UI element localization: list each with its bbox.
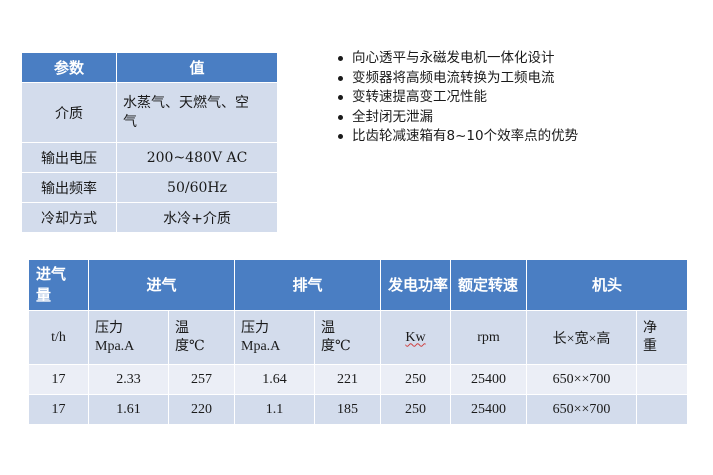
cell-exhaust-temp: 185 xyxy=(314,394,382,425)
cell-weight xyxy=(636,364,689,395)
spec-units-row: t/h 压力Mpa.A 温度℃ 压力Mpa.A 温度℃ Kw rpm 长×宽×高… xyxy=(28,310,689,365)
unit-power: Kw xyxy=(380,310,452,365)
parameter-row: 输出频率 50/60Hz xyxy=(21,172,278,203)
cell-intake-pressure: 2.33 xyxy=(88,364,169,395)
parameter-row: 输出电压 200~480V AC xyxy=(21,142,278,173)
feature-item: 变频器将高频电流转换为工频电流 xyxy=(336,69,578,89)
feature-item: 向心透平与永磁发电机一体化设计 xyxy=(336,49,578,69)
spec-header-rated-speed: 额定转速 xyxy=(450,259,528,311)
unit-speed: rpm xyxy=(450,310,528,365)
spec-header-intake-amount: 进气量 xyxy=(28,259,89,311)
param-value-medium-text: 水蒸气、天燃气、空气 xyxy=(123,94,249,130)
feature-text: 比齿轮减速箱有8~10个效率点的优势 xyxy=(352,128,579,144)
spec-header-power: 发电功率 xyxy=(380,259,452,311)
param-value-cooling: 水冷+介质 xyxy=(116,202,278,233)
parameter-table: 参数 值 介质 水蒸气、天燃气、空气 输出电压 200~480V AC 输出频率… xyxy=(21,52,278,233)
cell-intake-temp: 257 xyxy=(167,364,236,395)
param-name-cooling: 冷却方式 xyxy=(21,202,117,233)
spec-header-power-text: 发电功率 xyxy=(388,275,449,294)
unit-exhaust-pressure: 压力Mpa.A xyxy=(234,310,316,365)
cell-exhaust-pressure: 1.1 xyxy=(234,394,316,425)
bullet-icon xyxy=(338,114,343,120)
param-header-value: 值 xyxy=(116,52,278,83)
unit-intake-pressure-text: 压力Mpa.A xyxy=(95,320,135,354)
cell-intake-pressure: 1.61 xyxy=(88,394,169,425)
table-row: 17 1.61 220 1.1 185 250 25400 650××700 xyxy=(28,394,689,425)
spec-header-exhaust: 排气 xyxy=(234,259,382,311)
unit-exhaust-pressure-text: 压力Mpa.A xyxy=(241,320,281,354)
param-value-frequency: 50/60Hz xyxy=(116,172,278,203)
feature-item: 变转速提高变工况性能 xyxy=(336,88,578,108)
unit-dimensions: 长×宽×高 xyxy=(526,310,638,365)
cell-power: 250 xyxy=(380,394,452,425)
bullet-icon xyxy=(338,134,343,139)
spec-header-row: 进气量 进气 排气 发电功率 额定转速 机头 xyxy=(28,259,689,311)
param-header-name: 参数 xyxy=(21,52,117,83)
cell-flow: 17 xyxy=(28,394,89,425)
bullet-icon xyxy=(338,56,343,61)
cell-exhaust-temp: 221 xyxy=(314,364,382,395)
spec-header-intake-amount-text: 进气量 xyxy=(36,265,67,304)
cell-speed: 25400 xyxy=(450,394,528,425)
cell-weight xyxy=(636,394,689,425)
unit-flow: t/h xyxy=(28,310,89,365)
feature-item: 比齿轮减速箱有8~10个效率点的优势 xyxy=(336,127,578,147)
bullet-icon xyxy=(338,75,343,81)
feature-text: 向心透平与永磁发电机一体化设计 xyxy=(352,50,555,66)
cell-flow: 17 xyxy=(28,364,89,395)
unit-weight: 净重 xyxy=(636,310,689,365)
spec-header-head: 机头 xyxy=(526,259,689,311)
unit-intake-temp-text: 温度℃ xyxy=(175,320,205,354)
cell-speed: 25400 xyxy=(450,364,528,395)
bullet-icon xyxy=(338,95,343,100)
parameter-table-header-row: 参数 值 xyxy=(21,52,278,83)
param-name-voltage: 输出电压 xyxy=(21,142,117,173)
unit-intake-temp: 温度℃ xyxy=(167,310,236,365)
cell-power: 250 xyxy=(380,364,452,395)
param-name-frequency: 输出频率 xyxy=(21,172,117,203)
param-name-medium: 介质 xyxy=(21,82,117,143)
spec-header-rated-speed-text: 额定转速 xyxy=(458,275,519,294)
unit-power-text: Kw xyxy=(405,329,426,345)
table-row: 17 2.33 257 1.64 221 250 25400 650××700 xyxy=(28,364,689,395)
cell-exhaust-pressure: 1.64 xyxy=(234,364,316,395)
feature-list: 向心透平与永磁发电机一体化设计 变频器将高频电流转换为工频电流 变转速提高变工况… xyxy=(336,49,578,147)
feature-text: 变转速提高变工况性能 xyxy=(352,89,487,105)
parameter-row: 冷却方式 水冷+介质 xyxy=(21,202,278,233)
feature-item: 全封闭无泄漏 xyxy=(336,108,578,128)
unit-exhaust-temp: 温度℃ xyxy=(314,310,382,365)
param-value-medium: 水蒸气、天燃气、空气 xyxy=(116,82,278,143)
cell-intake-temp: 220 xyxy=(167,394,236,425)
param-value-voltage: 200~480V AC xyxy=(116,142,278,173)
parameter-row: 介质 水蒸气、天燃气、空气 xyxy=(21,82,278,143)
spec-header-intake: 进气 xyxy=(87,259,236,311)
feature-text: 全封闭无泄漏 xyxy=(352,108,433,125)
cell-dimensions: 650××700 xyxy=(526,394,638,425)
unit-intake-pressure: 压力Mpa.A xyxy=(88,310,169,365)
spec-table: 进气量 进气 排气 发电功率 额定转速 机头 t/h 压力Mpa.A 温度℃ 压… xyxy=(28,259,689,425)
feature-text: 变频器将高频电流转换为工频电流 xyxy=(352,69,555,86)
cell-dimensions: 650××700 xyxy=(526,364,638,395)
unit-weight-text: 净重 xyxy=(643,320,658,354)
unit-exhaust-temp-text: 温度℃ xyxy=(321,320,351,354)
